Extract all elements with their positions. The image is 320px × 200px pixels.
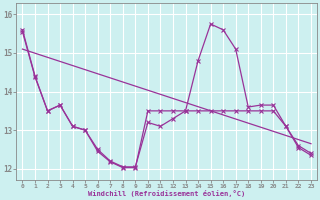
X-axis label: Windchill (Refroidissement éolien,°C): Windchill (Refroidissement éolien,°C): [88, 190, 245, 197]
